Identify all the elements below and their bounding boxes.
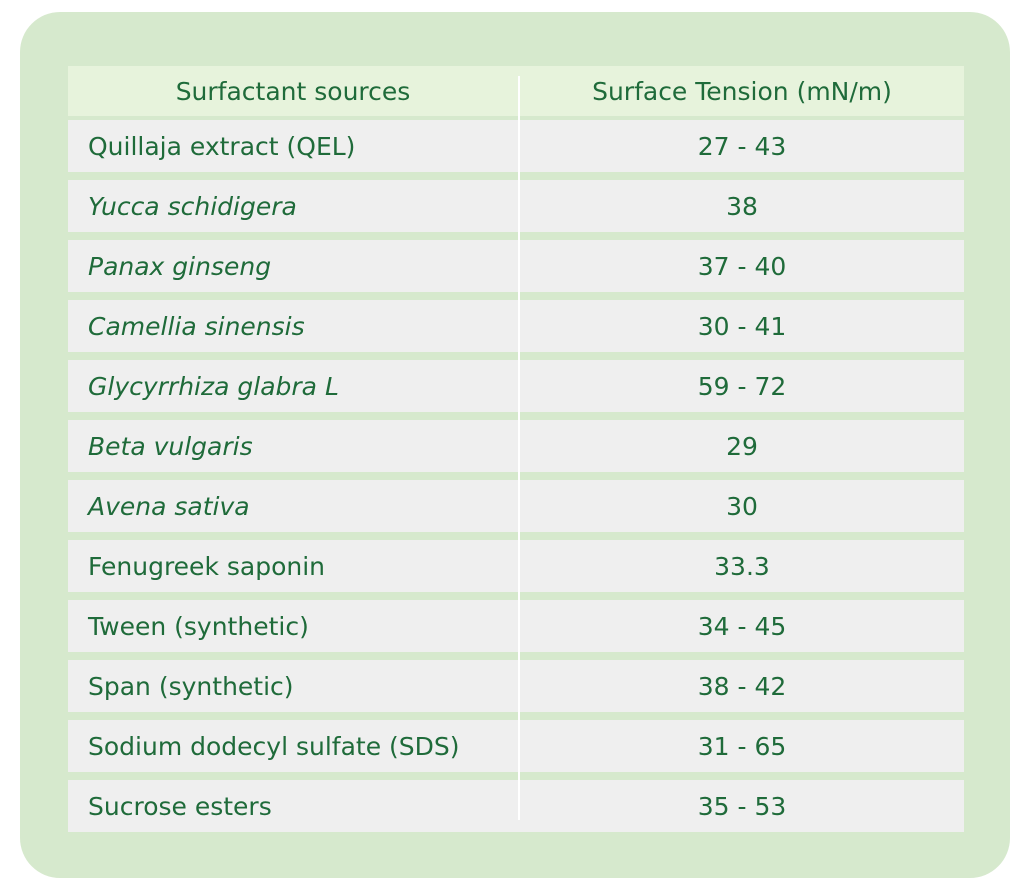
surface-tension-cell: 35 - 53 bbox=[697, 791, 787, 821]
header-surfactant-sources: Surfactant sources bbox=[175, 76, 411, 106]
surface-tension-cell: 31 - 65 bbox=[697, 731, 787, 761]
table-row: Camellia sinensis 30 - 41 bbox=[68, 300, 964, 352]
surface-tension-cell: 27 - 43 bbox=[697, 131, 787, 161]
table-body: Quillaja extract (QEL) 27 - 43 Yucca schid… bbox=[68, 120, 964, 832]
surface-tension-cell: 30 bbox=[726, 491, 758, 521]
surfactant-source-cell: Avena sativa bbox=[88, 491, 250, 521]
surfactant-source-cell: Span (synthetic) bbox=[88, 671, 294, 701]
table-row: Tween (synthetic) 34 - 45 bbox=[68, 600, 964, 652]
table-row: Sucrose esters 35 - 53 bbox=[68, 780, 964, 832]
table-row: Yucca schidigera 38 bbox=[68, 180, 964, 232]
surfactant-source-cell: Camellia sinensis bbox=[88, 311, 305, 341]
column-divider bbox=[518, 76, 520, 820]
surface-tension-cell: 37 - 40 bbox=[697, 251, 787, 281]
table-row: Fenugreek saponin 33.3 bbox=[68, 540, 964, 592]
surface-tension-cell: 29 bbox=[726, 431, 758, 461]
surface-tension-cell: 38 - 42 bbox=[697, 671, 787, 701]
surfactant-source-cell: Tween (synthetic) bbox=[88, 611, 309, 641]
surfactant-source-cell: Panax ginseng bbox=[88, 251, 272, 281]
surfactant-source-cell: Yucca schidigera bbox=[88, 191, 297, 221]
surfactant-source-cell: Sodium dodecyl sulfate (SDS) bbox=[88, 731, 460, 761]
table-row: Sodium dodecyl sulfate (SDS) 31 - 65 bbox=[68, 720, 964, 772]
surfactant-source-cell: Sucrose esters bbox=[88, 791, 272, 821]
header-surface-tension: Surface Tension (mN/m) bbox=[592, 76, 892, 106]
table-header: Surfactant sources Surface Tension (mN/m… bbox=[68, 66, 964, 116]
surfactant-source-cell: Beta vulgaris bbox=[88, 431, 253, 461]
surfactant-source-cell: Quillaja extract (QEL) bbox=[88, 131, 356, 161]
table-row: Span (synthetic) 38 - 42 bbox=[68, 660, 964, 712]
surface-tension-cell: 59 - 72 bbox=[697, 371, 787, 401]
surfactant-source-cell: Fenugreek saponin bbox=[88, 551, 326, 581]
surface-tension-table: Surfactant sources Surface Tension (mN/m… bbox=[68, 66, 964, 832]
table-row: Beta vulgaris 29 bbox=[68, 420, 964, 472]
table-row: Quillaja extract (QEL) 27 - 43 bbox=[68, 120, 964, 172]
table-card: Surfactant sources Surface Tension (mN/m… bbox=[20, 12, 1010, 878]
table-row: Avena sativa 30 bbox=[68, 480, 964, 532]
table-row: Glycyrrhiza glabra L 59 - 72 bbox=[68, 360, 964, 412]
surfactant-source-cell: Glycyrrhiza glabra L bbox=[88, 371, 339, 401]
surface-tension-cell: 33.3 bbox=[714, 551, 770, 581]
surface-tension-cell: 34 - 45 bbox=[697, 611, 787, 641]
table-row: Panax ginseng 37 - 40 bbox=[68, 240, 964, 292]
surface-tension-cell: 30 - 41 bbox=[697, 311, 787, 341]
surface-tension-cell: 38 bbox=[726, 191, 758, 221]
